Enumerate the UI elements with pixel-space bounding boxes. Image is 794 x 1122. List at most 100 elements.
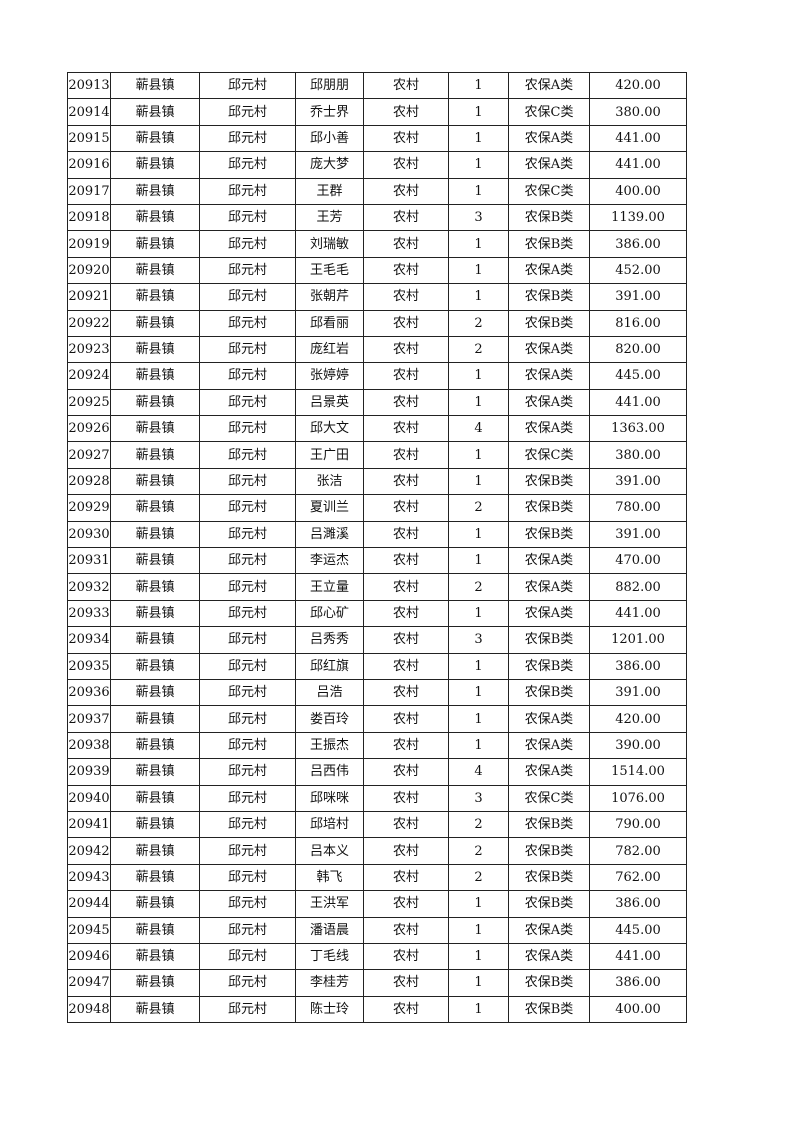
village-cell: 邱元村 — [199, 388, 296, 417]
amount-cell: 470.00 — [589, 547, 687, 575]
area-type-cell: 农村 — [363, 177, 449, 205]
area-type-cell: 农村 — [363, 467, 449, 496]
village-cell: 邱元村 — [199, 547, 296, 575]
area-type-cell: 农村 — [363, 995, 449, 1024]
village-cell: 邱元村 — [199, 705, 296, 733]
name-cell: 庞大梦 — [295, 151, 364, 179]
village-cell: 邱元村 — [199, 626, 296, 654]
amount-cell: 762.00 — [589, 863, 687, 892]
name-cell: 邱培村 — [295, 810, 364, 839]
village-cell: 邱元村 — [199, 98, 296, 126]
row-id-cell: 20922 — [67, 309, 111, 337]
household-count-cell: 1 — [448, 705, 509, 733]
row-id-cell: 20947 — [67, 969, 111, 997]
household-count-cell: 1 — [448, 230, 509, 258]
table-row: 20944 蕲县镇 邱元村 王洪军 农村 1 农保B类 386.00 — [67, 890, 687, 918]
area-type-cell: 农村 — [363, 599, 449, 628]
village-cell: 邱元村 — [199, 309, 296, 337]
name-cell: 吕西伟 — [295, 758, 364, 786]
row-id-cell: 20918 — [67, 203, 111, 232]
row-id-cell: 20916 — [67, 151, 111, 179]
name-cell: 邱心矿 — [295, 599, 364, 628]
insurance-class-cell: 农保A类 — [508, 942, 590, 971]
amount-cell: 1201.00 — [589, 626, 687, 654]
insurance-class-cell: 农保A类 — [508, 71, 590, 100]
table-row: 20929 蕲县镇 邱元村 夏训兰 农村 2 农保B类 780.00 — [67, 494, 687, 522]
name-cell: 李桂芳 — [295, 969, 364, 997]
area-type-cell: 农村 — [363, 71, 449, 100]
amount-cell: 386.00 — [589, 652, 687, 680]
insurance-class-cell: 农保A类 — [508, 705, 590, 733]
table-row: 20925 蕲县镇 邱元村 吕景英 农村 1 农保A类 441.00 — [67, 388, 687, 417]
town-cell: 蕲县镇 — [110, 784, 200, 812]
name-cell: 吕浩 — [295, 678, 364, 707]
town-cell: 蕲县镇 — [110, 98, 200, 126]
town-cell: 蕲县镇 — [110, 626, 200, 654]
amount-cell: 391.00 — [589, 283, 687, 311]
name-cell: 韩飞 — [295, 863, 364, 892]
village-cell: 邱元村 — [199, 362, 296, 390]
household-count-cell: 1 — [448, 916, 509, 944]
area-type-cell: 农村 — [363, 520, 449, 549]
village-cell: 邱元村 — [199, 256, 296, 285]
row-id-cell: 20940 — [67, 784, 111, 812]
village-cell: 邱元村 — [199, 467, 296, 496]
row-id-cell: 20920 — [67, 256, 111, 285]
village-cell: 邱元村 — [199, 652, 296, 680]
village-cell: 邱元村 — [199, 810, 296, 839]
household-count-cell: 1 — [448, 547, 509, 575]
row-id-cell: 20942 — [67, 837, 111, 865]
town-cell: 蕲县镇 — [110, 362, 200, 390]
row-id-cell: 20943 — [67, 863, 111, 892]
town-cell: 蕲县镇 — [110, 810, 200, 839]
area-type-cell: 农村 — [363, 124, 449, 153]
area-type-cell: 农村 — [363, 942, 449, 971]
area-type-cell: 农村 — [363, 441, 449, 469]
row-id-cell: 20924 — [67, 362, 111, 390]
table-row: 20924 蕲县镇 邱元村 张婷婷 农村 1 农保A类 445.00 — [67, 362, 687, 390]
town-cell: 蕲县镇 — [110, 388, 200, 417]
household-count-cell: 1 — [448, 942, 509, 971]
table-row: 20941 蕲县镇 邱元村 邱培村 农村 2 农保B类 790.00 — [67, 810, 687, 839]
town-cell: 蕲县镇 — [110, 441, 200, 469]
village-cell: 邱元村 — [199, 784, 296, 812]
insurance-class-cell: 农保B类 — [508, 678, 590, 707]
amount-cell: 1514.00 — [589, 758, 687, 786]
town-cell: 蕲县镇 — [110, 151, 200, 179]
table-row: 20935 蕲县镇 邱元村 邱红旗 农村 1 农保B类 386.00 — [67, 652, 687, 680]
insurance-class-cell: 农保B类 — [508, 203, 590, 232]
amount-cell: 441.00 — [589, 942, 687, 971]
area-type-cell: 农村 — [363, 283, 449, 311]
name-cell: 吕秀秀 — [295, 626, 364, 654]
row-id-cell: 20945 — [67, 916, 111, 944]
name-cell: 王芳 — [295, 203, 364, 232]
area-type-cell: 农村 — [363, 230, 449, 258]
row-id-cell: 20921 — [67, 283, 111, 311]
village-cell: 邱元村 — [199, 335, 296, 364]
household-count-cell: 1 — [448, 98, 509, 126]
town-cell: 蕲县镇 — [110, 573, 200, 601]
household-count-cell: 4 — [448, 758, 509, 786]
name-cell: 夏训兰 — [295, 494, 364, 522]
town-cell: 蕲县镇 — [110, 863, 200, 892]
row-id-cell: 20919 — [67, 230, 111, 258]
area-type-cell: 农村 — [363, 388, 449, 417]
insurance-class-cell: 农保B类 — [508, 863, 590, 892]
town-cell: 蕲县镇 — [110, 124, 200, 153]
amount-cell: 816.00 — [589, 309, 687, 337]
household-count-cell: 1 — [448, 678, 509, 707]
insurance-class-cell: 农保A类 — [508, 362, 590, 390]
amount-cell: 441.00 — [589, 599, 687, 628]
town-cell: 蕲县镇 — [110, 256, 200, 285]
name-cell: 邱红旗 — [295, 652, 364, 680]
row-id-cell: 20928 — [67, 467, 111, 496]
insurance-class-cell: 农保A类 — [508, 335, 590, 364]
row-id-cell: 20938 — [67, 731, 111, 760]
name-cell: 邱朋朋 — [295, 71, 364, 100]
table-body: 20913 蕲县镇 邱元村 邱朋朋 农村 1 农保A类 420.00 20914 蕲县镇 邱元村 乔士… — [67, 71, 687, 1024]
name-cell: 王洪军 — [295, 890, 364, 918]
amount-cell: 380.00 — [589, 98, 687, 126]
table-row: 20945 蕲县镇 邱元村 潘语晨 农村 1 农保A类 445.00 — [67, 916, 687, 944]
row-id-cell: 20927 — [67, 441, 111, 469]
household-count-cell: 1 — [448, 520, 509, 549]
